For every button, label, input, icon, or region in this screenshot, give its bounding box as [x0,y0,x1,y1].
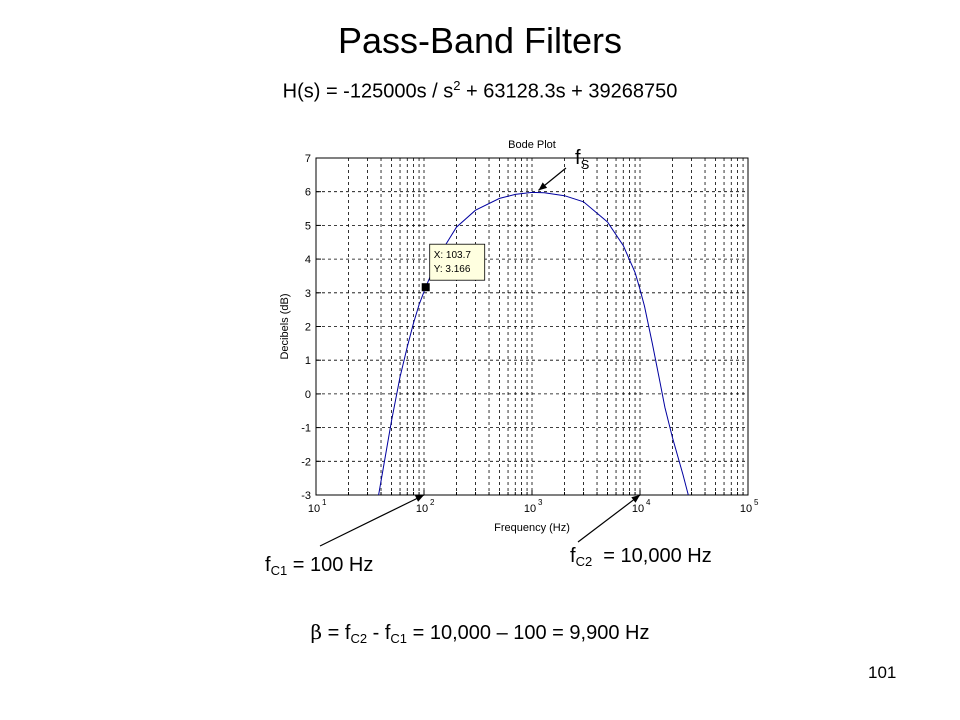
x-axis-label: Frequency (Hz) [494,522,570,534]
bandwidth-equation: β = fC2 - fC1 = 10,000 – 100 = 9,900 Hz [0,620,960,646]
beta-eq-part-2: - f [367,622,391,644]
beta-eq-result: = 10,000 – 100 = 9,900 Hz [407,622,650,644]
y-tick-label: 7 [305,153,311,165]
x-tick-label: 10 [740,503,752,515]
fc1-subscript: C1 [270,563,288,578]
beta-eq-sub-1: C2 [350,631,368,646]
x-tick-label: 10 [308,503,320,515]
formula-part-1: H(s) = -125000s / s [282,80,454,103]
x-tick-label: 10 [524,503,536,515]
beta-eq-sub-2: C1 [390,631,408,646]
fs-arrow-head [538,182,548,191]
formula-exponent: 2 [453,78,461,93]
page-number: 101 [868,663,897,682]
y-tick-label: -2 [301,456,311,468]
x-tick-exponent: 4 [646,498,651,507]
fs-arrow [538,167,567,191]
fc1-arrow-shaft [319,494,425,547]
fc2-value: = 10,000 Hz [592,545,712,567]
fc2-f: f [570,545,576,567]
series-line [378,191,689,496]
chart-title: Bode Plot [508,139,556,151]
x-tick-exponent: 2 [430,498,435,507]
annotations: X: 103.7 Y: 3.166 fS [319,147,641,547]
fc2-arrow-shaft [577,494,641,543]
datatip-marker [421,283,430,292]
datatip-y-text: Y: 3.166 [434,264,471,275]
y-tick-label: 3 [305,288,311,300]
x-tick-label: 10 [632,503,644,515]
y-tick-label: 1 [305,355,311,367]
fc2-label: fC2 = 10,000 Hz [570,545,712,569]
datatip-x-text: X: 103.7 [434,250,472,261]
y-axis-label: Decibels (dB) [279,293,291,359]
beta-eq-part-1: = f [322,622,351,644]
fc1-arrow [319,494,425,547]
x-tick-exponent: 3 [538,498,543,507]
fc1-label: fC1 = 100 Hz [265,554,373,578]
formula-part-2: + 63128.3s + 39268750 [460,80,678,103]
y-tick-label: -3 [301,490,311,502]
transfer-function-formula: H(s) = -125000s / s2 + 63128.3s + 392687… [0,78,960,104]
fc2-arrow [577,494,641,543]
x-tick-label: 10 [416,503,428,515]
fc1-value: = 100 Hz [287,554,374,576]
y-tick-label: 2 [305,322,311,334]
y-tick-label: 4 [305,254,311,266]
x-tick-exponent: 5 [754,498,759,507]
chart-grid [316,158,748,495]
fc1-f: f [265,554,271,576]
datatip-box [429,243,486,281]
x-tick-exponent: 1 [322,498,327,507]
beta-symbol: β [310,620,323,644]
y-tick-label: 5 [305,220,311,232]
bode-magnitude-curve [378,191,689,496]
y-tick-label: 6 [305,187,311,199]
fc1-arrow-head [415,495,424,502]
y-tick-label: 0 [305,389,311,401]
y-tick-label: -1 [301,423,311,435]
fc2-arrow-head [631,495,640,503]
fs-label: fS [575,147,590,172]
fc2-subscript: C2 [575,554,593,569]
slide-title: Pass-Band Filters [337,20,623,61]
